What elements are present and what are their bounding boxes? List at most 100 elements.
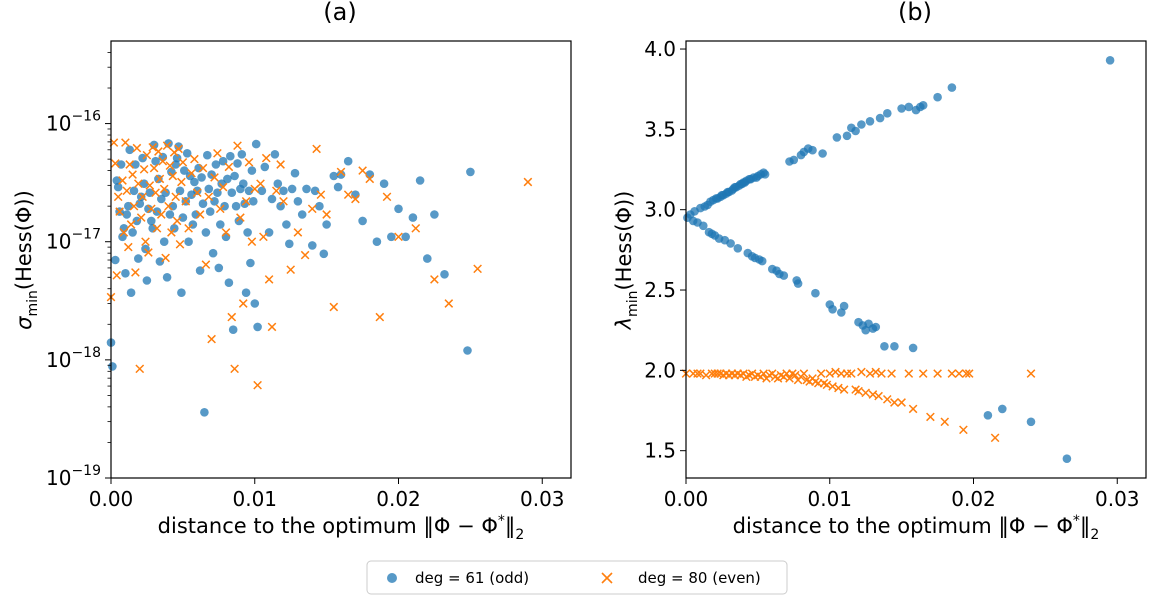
panel-a-even-point [174, 144, 183, 154]
panel-b-even-point [785, 374, 794, 383]
panel-a-even-point [312, 144, 321, 154]
panel-b-odd-point [883, 109, 892, 118]
panel-a-odd-point [415, 176, 425, 185]
panel-b-y-ticks: 1.5 2.0 2.5 3.0 3.5 4.0 [644, 37, 686, 463]
panel-b-even-point [825, 369, 835, 378]
panel-a-odd-point [387, 232, 396, 242]
panel-a-even-point [145, 181, 155, 190]
panel-b-odd-point [908, 343, 918, 353]
panel-b-odd-point [865, 117, 875, 126]
panel-a-odd-point [297, 210, 307, 219]
panel-a-y-ticks: 10−19 10−18 10−17 10−16 [46, 52, 111, 490]
panel-a-odd-point [178, 213, 188, 222]
panel-a-even-point [293, 228, 303, 237]
panel-a-even-point [118, 176, 127, 185]
panel-b-odd-point [811, 288, 820, 298]
panel-a-even-point [227, 312, 237, 322]
panel-a-odd-point [184, 237, 193, 246]
panel-a-odd-point [194, 163, 203, 173]
panel-a-odd-point [214, 263, 224, 273]
panel-a-odd-point [129, 186, 139, 196]
panel-b-odd-point [880, 342, 889, 351]
panel-a-odd-point [203, 150, 212, 160]
panel-a-even-point [253, 380, 262, 390]
panel-a-even-point [152, 223, 162, 233]
panel-b-odd-point [699, 221, 708, 231]
panel-a-even-point [112, 270, 122, 280]
panel-b-x-tick-label: 0.03 [1095, 487, 1140, 511]
panel-a-odd-point [273, 179, 283, 188]
panel-a-odd-point [174, 142, 183, 151]
panel-a-odd-point [234, 216, 244, 226]
panel-a-odd-point [233, 159, 242, 168]
panel-a-even-point [133, 179, 143, 189]
panel-a-x-tick-label: 0.02 [376, 487, 421, 511]
panel-a-odd-point [401, 232, 411, 242]
legend-odd-label: deg = 61 (odd) [415, 569, 529, 587]
panel-b-odd-point [1062, 454, 1072, 464]
panel-a-odd-point [246, 258, 255, 268]
panel-a-even-point [113, 192, 123, 202]
panel-b-even-point [959, 425, 968, 435]
panel-a-odd-point [162, 273, 172, 282]
panel-a-even-point [382, 192, 392, 202]
panel-b-frame [685, 40, 1147, 479]
panel-a-even-point [190, 154, 199, 164]
panel-a-even-point [135, 364, 145, 374]
panel-a-even-point [523, 177, 533, 187]
panel-b-even-point [822, 380, 832, 390]
panel-a-odd-point [216, 220, 225, 229]
panel-a-odd-point [336, 170, 346, 179]
panel-a-odd-point [180, 166, 189, 175]
panel-a-odd-point [287, 184, 297, 194]
panel-a-odd-point [319, 249, 329, 259]
panel-b: (b) 0.00 0.01 0.02 0.03 1.52.02.53.03.54.0 … [612, 0, 1147, 543]
panel-a-even-point [215, 204, 225, 214]
panel-a-odd-point [126, 288, 136, 298]
panel-a-even-point [322, 210, 331, 219]
legend-even-marker [601, 572, 613, 584]
panel-b-y-tick-label: 3.5 [644, 117, 676, 141]
panel-b-even-point [947, 369, 957, 378]
panel-b-odd-point [789, 155, 799, 165]
panel-a-even-point [230, 364, 239, 374]
panel-a-frame [110, 40, 572, 479]
panel-b-odd-point [1105, 56, 1115, 65]
panel-b-even-point [882, 394, 892, 404]
panel-b-odd-point [875, 113, 885, 123]
panel-a-odd-point [135, 199, 145, 208]
panel-a-odd-point [155, 257, 165, 266]
panel-a-even-point [125, 160, 135, 169]
panel-b-even-point [990, 433, 1000, 443]
panel-a-even-point [224, 162, 234, 172]
panel-b-odd-point [779, 271, 789, 280]
legend-odd-marker [387, 573, 397, 583]
panel-b-y-axis-label: λmin(Hess(Φ)) [612, 191, 641, 331]
panel-a-odd-point [113, 182, 123, 192]
panel-a-even-point [233, 141, 242, 151]
panel-b-even-point [857, 367, 866, 377]
panel-a-odd-point [279, 186, 288, 196]
panel-a-even-point [142, 150, 152, 160]
panel-a-even-point [154, 147, 163, 156]
panel-b-even-point [861, 388, 871, 398]
panel-a-odd-point [293, 197, 303, 206]
panel-a-even-point [213, 148, 222, 158]
panel-a-even-point [271, 186, 281, 196]
panel-a-even-point [148, 142, 158, 152]
panel-b-odd-point [757, 256, 767, 266]
panel-b-y-tick-label: 4.0 [644, 37, 676, 61]
panel-a-odd-point [220, 201, 229, 211]
panel-a-x-tick-label: 0.00 [89, 487, 134, 511]
panel-a-odd-point [250, 299, 260, 308]
panel-b-odd-point [918, 101, 928, 110]
panel-a-odd-point [310, 186, 320, 196]
panel-a-marks [106, 138, 533, 417]
panel-a-odd-point [168, 201, 178, 211]
panel-a-odd-point [172, 153, 182, 163]
panel-b-even-point [854, 386, 863, 396]
panel-a-odd-point [148, 224, 157, 233]
panel-b-x-axis-label: distance to the optimum ‖Φ − Φ*‖2 [733, 513, 1100, 543]
panel-a-odd-point [147, 216, 156, 226]
panel-a-even-point [259, 232, 268, 242]
